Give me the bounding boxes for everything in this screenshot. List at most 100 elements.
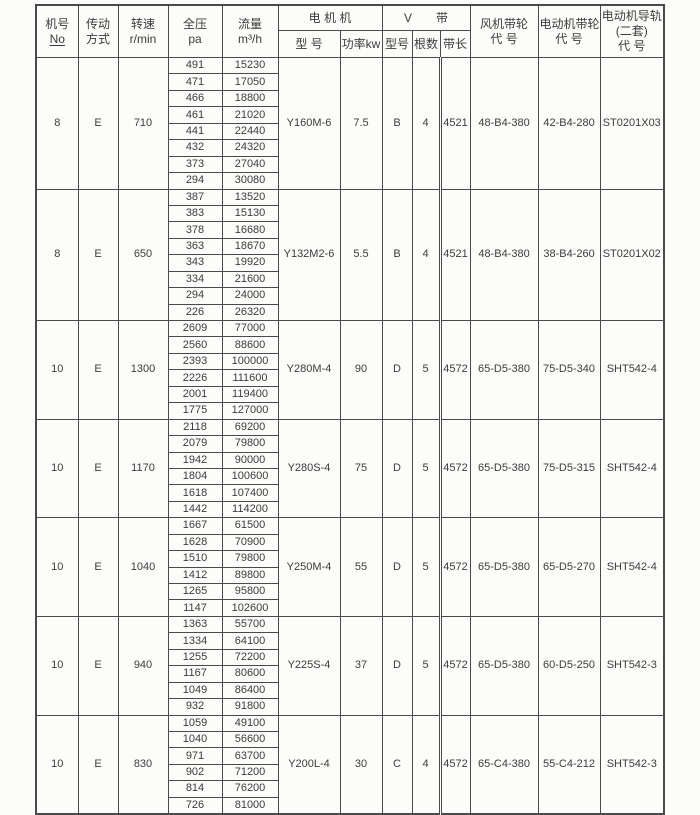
flow-cell: 24000	[221, 287, 279, 305]
belt-count-cell: 4	[411, 714, 441, 815]
table-row: 10 E 1300 2609 77000 Y280M-4 90 D 5 4572 65-D5-380…	[35, 319, 665, 420]
header-motor-pulley: 电动机带轮 代 号	[537, 4, 601, 58]
pressure-cell: 902	[167, 763, 223, 782]
header-motor-pulley-line1: 电动机带轮	[539, 16, 600, 31]
pressure-cell: 1412	[167, 566, 223, 585]
flow-cell: 100600	[221, 467, 279, 486]
header-pressure-line1: 全压	[182, 16, 207, 31]
rail-cell: ST0201X03	[599, 57, 665, 190]
table-row: 932 91800	[36, 698, 664, 716]
flow-cell: 86400	[221, 681, 279, 700]
flow-cell: 24320	[221, 139, 279, 157]
flow-cell: 15130	[221, 204, 279, 223]
flow-cell: 27040	[221, 155, 279, 174]
flow-cell: 63700	[221, 747, 279, 765]
table-body: 8 E 710 491 15230 Y160M-6 7.5 B 4 4521 48-B4-380 42…	[35, 56, 665, 815]
rail-cell: SHT542-4	[599, 418, 665, 519]
header-motor-model: 型 号	[277, 30, 341, 58]
motor-pulley-cell: 75-D5-340	[537, 320, 601, 420]
pressure-cell: 334	[167, 270, 223, 289]
belt-count-cell: 5	[411, 320, 441, 420]
pressure-cell: 1510	[167, 550, 223, 568]
pressure-cell: 1059	[167, 714, 223, 732]
flow-cell: 21600	[221, 270, 279, 289]
flow-cell: 102600	[221, 599, 279, 617]
pressure-cell: 294	[167, 287, 223, 305]
header-rail: 电动机导轨 (二套) 代 号	[599, 4, 665, 58]
flow-cell: 22440	[221, 122, 279, 141]
header-rail-line2: (二套)	[615, 24, 648, 38]
flow-cell: 15230	[221, 56, 279, 75]
pressure-cell: 1255	[167, 648, 223, 667]
header-drive-line1: 传动	[85, 16, 110, 31]
fan-pulley-cell: 48-B4-380	[469, 57, 539, 190]
flow-cell: 81000	[221, 796, 279, 815]
header-fan-no: 机号 No	[35, 4, 79, 58]
flow-cell: 19920	[221, 254, 279, 272]
fan-spec-table: 机号 No 传动 方式 转速 r/min 全压 pa 流量 m³/h	[35, 4, 666, 815]
table-row: 10 E 1040 1667 61500 Y250M-4 55 D 5 4572 65-D5-380…	[35, 517, 665, 617]
motor-model-cell: Y280S-4	[277, 418, 341, 519]
header-speed: 转速 r/min	[117, 4, 169, 58]
header-vbelt-model: 型号	[381, 30, 413, 58]
motor-model-cell: Y225S-4	[277, 615, 341, 716]
header-motor-power: 功率kw	[339, 30, 383, 58]
motor-pulley-cell: 42-B4-280	[537, 57, 601, 190]
drive-cell: E	[77, 714, 119, 815]
table-row: 1942 90000	[36, 451, 664, 469]
header-group-motor: 电 机 机	[277, 4, 383, 31]
flow-cell: 56600	[221, 730, 279, 749]
pressure-cell: 378	[167, 221, 223, 239]
power-cell: 37	[339, 615, 383, 716]
table-row: 10 E 1170 2118 69200 Y280S-4 75 D 5 4572 65-D5-380…	[35, 418, 665, 519]
flow-cell: 18670	[221, 237, 279, 256]
header-fan-pulley-line2: 代 号	[490, 31, 518, 46]
pressure-cell: 373	[167, 155, 223, 174]
header-pressure: 全压 pa	[167, 4, 223, 58]
motor-model-cell: Y250M-4	[277, 517, 341, 617]
flow-cell: 90000	[221, 451, 279, 469]
power-cell: 55	[339, 517, 383, 617]
pressure-cell: 1049	[167, 681, 223, 700]
header-fan-no-line1: 机号	[45, 16, 70, 31]
pressure-cell: 432	[167, 139, 223, 157]
drive-cell: E	[77, 517, 119, 617]
belt-type-cell: D	[381, 418, 413, 519]
table-row: 226 26320	[36, 303, 664, 322]
belt-count-cell: 5	[411, 418, 441, 519]
fan-pulley-cell: 65-D5-380	[469, 418, 539, 519]
pressure-cell: 2560	[167, 336, 223, 354]
belt-type-cell: D	[381, 517, 413, 617]
rail-cell: ST0201X02	[599, 188, 665, 321]
table-row: 1334 64100	[36, 632, 664, 650]
table-row: 383 15130	[36, 204, 664, 223]
table-row: 363 18670	[36, 237, 664, 256]
pressure-cell: 491	[167, 56, 223, 75]
pressure-cell: 726	[167, 796, 223, 815]
fan-no-cell: 10	[35, 418, 79, 519]
header-speed-line2: r/min	[129, 31, 157, 46]
table-row: 8 E 650 387 13520 Y132M2-6 5.5 B 4 4521 48-B4-380 3…	[35, 188, 665, 321]
belt-length-cell: 4572	[438, 517, 471, 617]
pressure-cell: 2393	[167, 352, 223, 371]
table-row: 2560 88600	[36, 336, 664, 354]
motor-model-cell: Y200L-4	[277, 714, 341, 815]
belt-length-cell: 4521	[438, 57, 471, 190]
flow-cell: 17050	[221, 73, 279, 91]
belt-length-cell: 4572	[438, 418, 471, 519]
motor-pulley-cell: 65-D5-270	[537, 517, 601, 617]
flow-cell: 91800	[221, 698, 279, 716]
fan-pulley-cell: 65-C4-380	[469, 714, 539, 815]
fan-no-cell: 10	[35, 320, 79, 420]
pressure-cell: 471	[167, 73, 223, 91]
flow-cell: 72200	[221, 648, 279, 667]
motor-pulley-cell: 38-B4-260	[537, 188, 601, 321]
flow-cell: 119400	[221, 385, 279, 404]
flow-cell: 79800	[221, 435, 279, 453]
pressure-cell: 1147	[167, 599, 223, 617]
flow-cell: 80600	[221, 665, 279, 683]
fan-no-cell: 10	[35, 615, 79, 716]
pressure-cell: 1363	[167, 615, 223, 634]
pressure-cell: 466	[167, 89, 223, 108]
power-cell: 5.5	[339, 188, 383, 321]
